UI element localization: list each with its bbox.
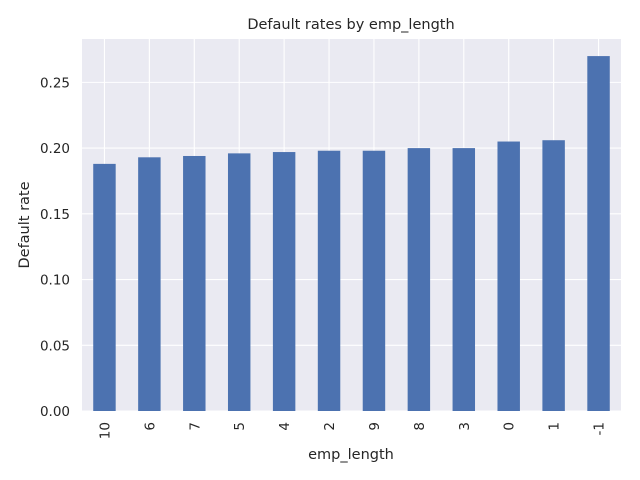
bar-7 bbox=[183, 155, 206, 411]
x-tick-labels: 10 6 7 5 4 2 9 8 3 0 1 -1 bbox=[97, 422, 607, 439]
bar-8 bbox=[407, 148, 431, 411]
bar-5 bbox=[227, 153, 251, 412]
bar-10 bbox=[93, 163, 116, 411]
x-tick-label: 3 bbox=[457, 422, 473, 431]
y-tick-labels: 0.00 0.05 0.10 0.15 0.20 0.25 bbox=[40, 75, 70, 420]
bar-0 bbox=[497, 141, 520, 411]
x-tick-label: 5 bbox=[232, 422, 248, 431]
bar-3 bbox=[452, 148, 476, 411]
x-tick-label: 0 bbox=[502, 422, 518, 431]
chart-title: Default rates by emp_length bbox=[247, 17, 454, 33]
y-axis-label: Default rate bbox=[17, 181, 33, 268]
y-tick-label: 0.25 bbox=[40, 75, 70, 91]
x-tick-label: 7 bbox=[187, 422, 203, 431]
x-tick-label: 1 bbox=[547, 422, 563, 431]
y-tick-label: 0.15 bbox=[40, 207, 70, 223]
bar-2 bbox=[317, 150, 341, 411]
x-tick-label: 4 bbox=[277, 422, 293, 431]
x-tick-label: 9 bbox=[367, 422, 383, 431]
bar-1 bbox=[542, 140, 565, 411]
x-tick-label: 6 bbox=[142, 422, 158, 431]
x-tick-label: 8 bbox=[412, 422, 428, 431]
bar--1 bbox=[587, 56, 610, 411]
x-tick-label: -1 bbox=[592, 422, 608, 435]
x-tick-label: 10 bbox=[97, 422, 113, 439]
bar-6 bbox=[138, 157, 161, 411]
bar-4 bbox=[272, 152, 296, 411]
x-axis-label: emp_length bbox=[308, 447, 394, 463]
plot-area bbox=[82, 39, 621, 411]
y-tick-label: 0.10 bbox=[40, 273, 70, 289]
y-tick-label: 0.00 bbox=[40, 404, 70, 420]
y-tick-label: 0.20 bbox=[40, 141, 70, 157]
x-tick-label: 2 bbox=[322, 422, 338, 431]
bars bbox=[93, 56, 610, 412]
y-tick-label: 0.05 bbox=[40, 338, 70, 354]
bar-9 bbox=[362, 150, 386, 411]
